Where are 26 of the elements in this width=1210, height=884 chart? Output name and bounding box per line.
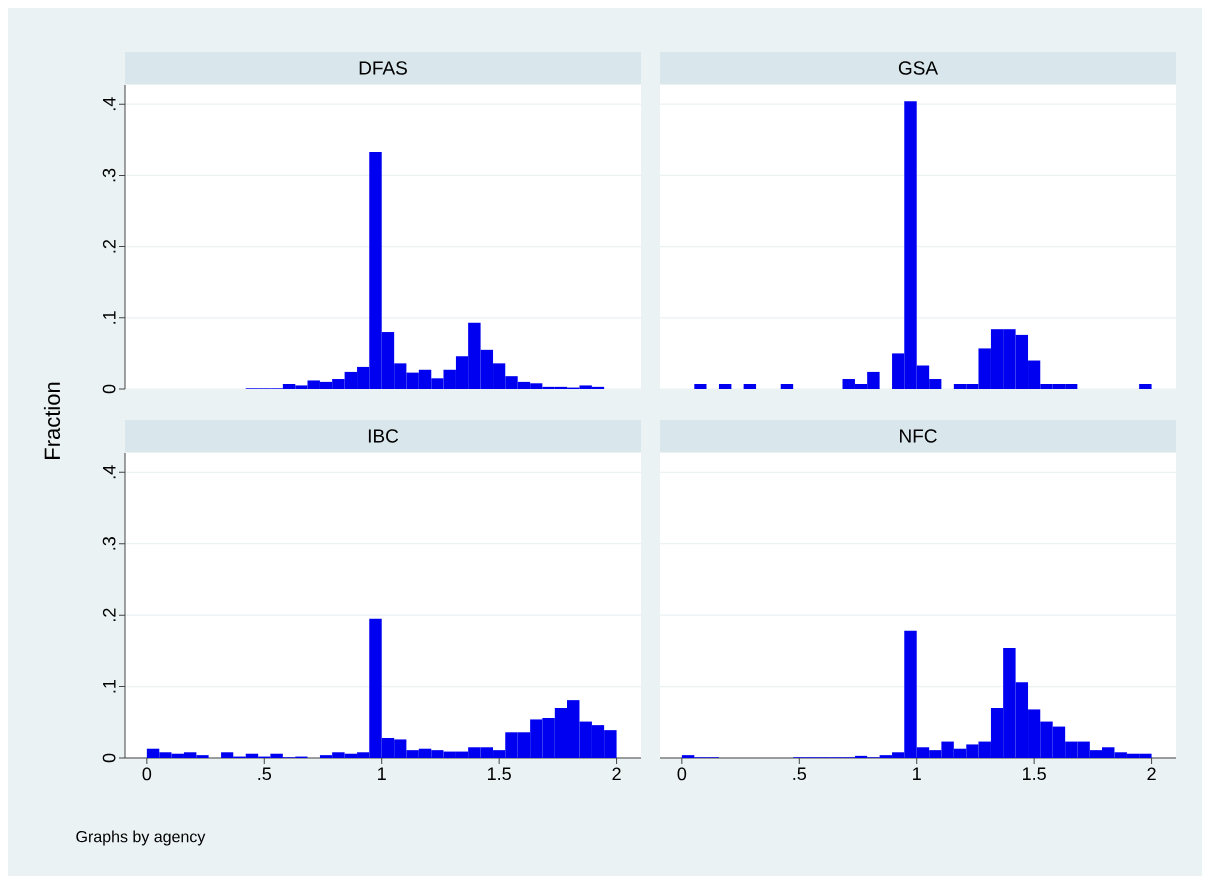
x-tick-label: 1 [913, 767, 921, 780]
y-tick-label: .4 [103, 97, 116, 111]
x-tick-label: .5 [793, 767, 807, 781]
chart-title: IBC [368, 429, 399, 443]
y-tick-label: 0 [102, 753, 116, 763]
x-tick-label: .5 [258, 767, 272, 781]
x-tick-label: 0 [677, 767, 687, 781]
x-tick-label: 1 [378, 767, 386, 780]
y-tick-label: .2 [102, 608, 116, 621]
chart-title: GSA [898, 61, 939, 75]
y-tick-label: 0 [102, 384, 116, 394]
y-tick-label: .1 [103, 679, 116, 693]
y-tick-label: .3 [102, 536, 116, 550]
y-tick-label: .1 [103, 311, 116, 324]
y-axis-title: Fraction [43, 382, 61, 459]
x-tick-label: 2 [1147, 767, 1156, 781]
x-tick-label: 1.5 [488, 767, 511, 781]
x-tick-label: 1.5 [1023, 767, 1046, 781]
y-tick-label: .2 [102, 239, 116, 253]
x-tick-label: 0 [142, 767, 152, 781]
y-tick-label: .4 [103, 465, 116, 479]
chart-title: DFAS [359, 61, 407, 75]
text: Graphs by agency [76, 830, 206, 846]
chart-title: NFC [900, 429, 937, 443]
x-tick-label: 2 [612, 767, 621, 781]
y-tick-label: .3 [102, 168, 116, 182]
